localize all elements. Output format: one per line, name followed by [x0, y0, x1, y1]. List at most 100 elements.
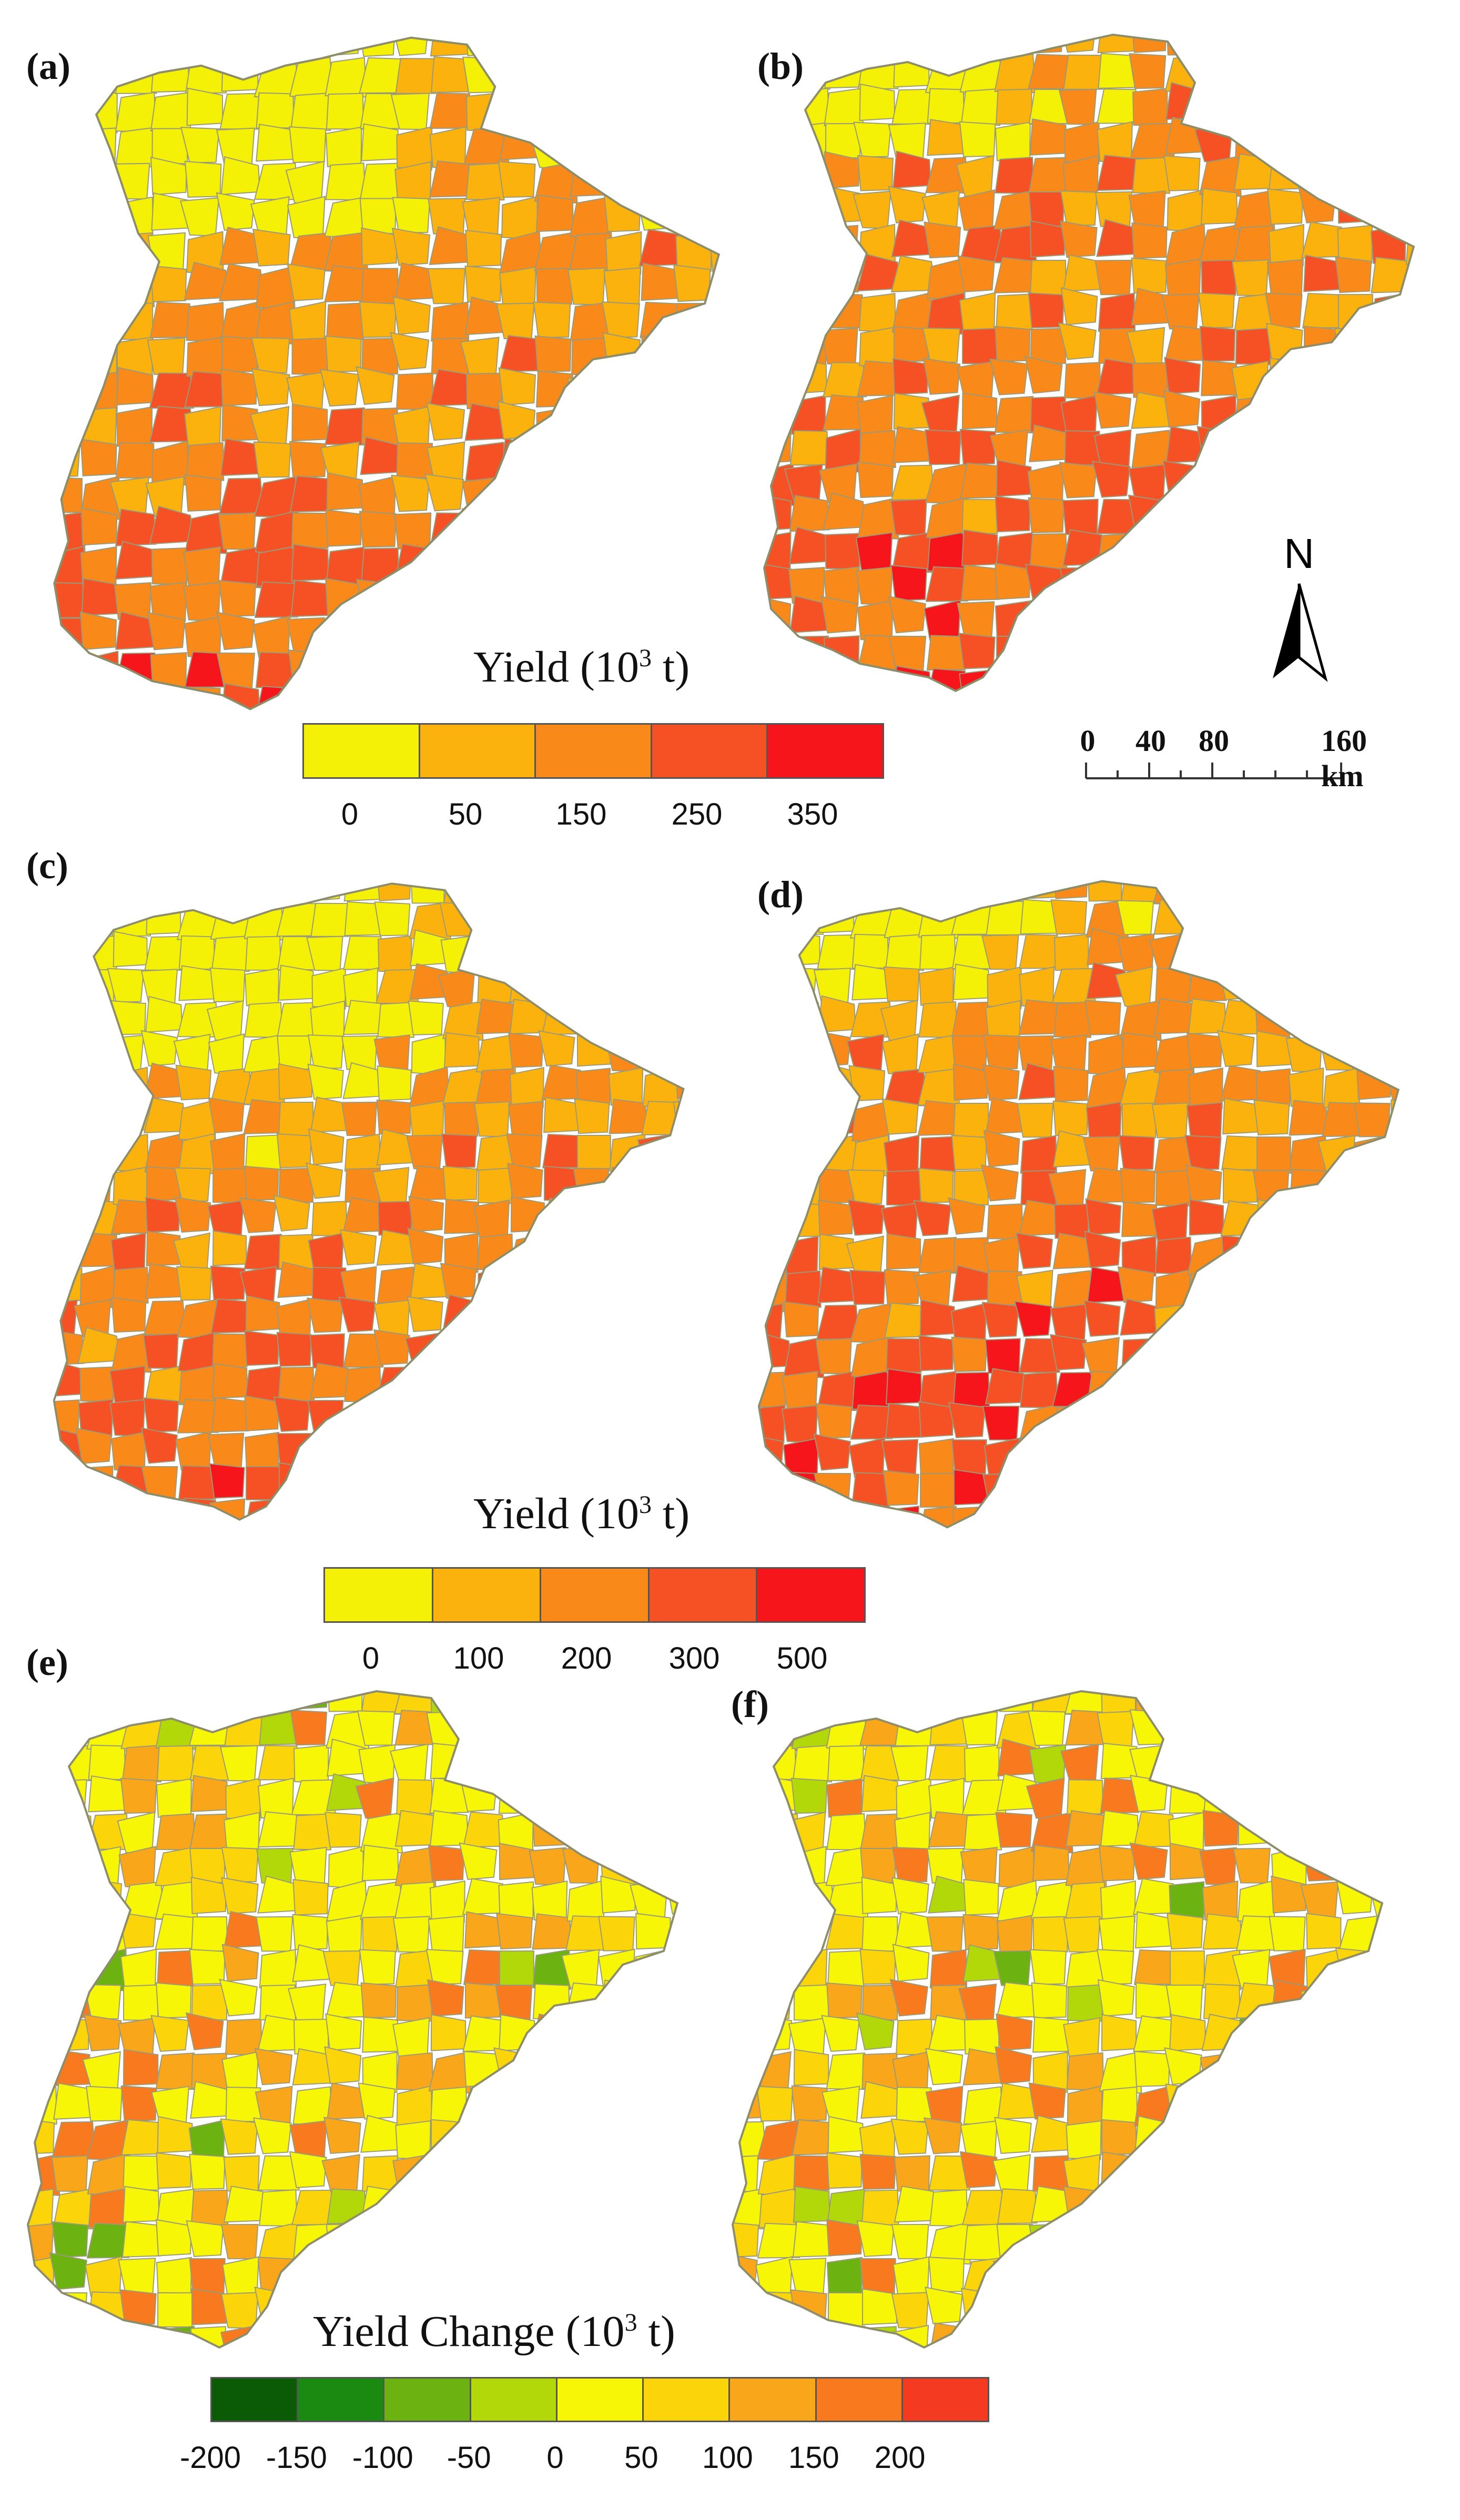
county-region: [459, 1744, 498, 1784]
county-region: [80, 507, 118, 546]
county-region: [826, 2325, 868, 2348]
county-region: [960, 462, 1002, 499]
county-region: [251, 337, 290, 374]
county-region: [185, 2012, 224, 2050]
county-region: [529, 1705, 567, 1743]
county-region: [1254, 1434, 1290, 1471]
county-region: [186, 301, 225, 342]
county-region: [1032, 1916, 1068, 1953]
county-region: [827, 1950, 865, 1987]
county-region: [498, 2154, 537, 2190]
county-region: [1029, 669, 1065, 691]
county-region: [79, 127, 117, 166]
county-region: [963, 1878, 999, 1916]
county-region: [79, 900, 116, 936]
county-region: [924, 221, 961, 259]
county-region: [708, 546, 719, 583]
county-region: [1184, 1135, 1222, 1171]
county-region: [1222, 881, 1258, 904]
county-region: [1153, 1433, 1190, 1471]
county-region: [427, 2256, 465, 2300]
county-region: [80, 301, 121, 344]
county-region: [758, 1914, 797, 1958]
county-region: [531, 57, 570, 94]
county-region: [733, 1707, 762, 1744]
county-region: [538, 1030, 575, 1067]
county-region: [509, 967, 548, 1002]
county-region: [538, 1365, 575, 1400]
county-region: [756, 2086, 794, 2122]
county-region: [54, 92, 80, 134]
county-region: [1101, 2290, 1137, 2326]
county-region: [500, 37, 538, 59]
county-region: [1188, 1504, 1227, 1528]
county-region: [782, 1405, 818, 1444]
county-region: [675, 1062, 684, 1099]
county-region: [1370, 2115, 1382, 2153]
county-region: [499, 1843, 534, 1881]
county-region: [322, 1950, 361, 1986]
county-region: [1066, 2052, 1104, 2091]
county-region: [293, 1813, 331, 1851]
county-region: [442, 1363, 483, 1399]
county-region: [189, 1813, 231, 1850]
county-region: [120, 2085, 157, 2121]
county-region: [1032, 2016, 1070, 2053]
county-region: [1067, 1984, 1103, 2022]
county-region: [564, 2121, 602, 2157]
county-region: [640, 1300, 676, 1335]
county-region: [597, 1810, 635, 1847]
county-region: [1322, 1338, 1363, 1374]
county-region: [392, 296, 431, 335]
county-region: [609, 998, 644, 1034]
county-region: [1199, 2322, 1238, 2348]
county-region: [1334, 2048, 1373, 2086]
map-panel-e: [26, 1690, 679, 2349]
county-region: [709, 367, 719, 406]
county-region: [1370, 635, 1412, 672]
county-region: [1405, 361, 1414, 397]
county-region: [1306, 1913, 1342, 1950]
county-region: [1200, 34, 1240, 58]
county-region: [673, 264, 711, 302]
county-region: [54, 366, 80, 405]
county-region: [109, 1365, 146, 1405]
county-region: [510, 1329, 546, 1366]
county-region: [884, 881, 920, 900]
county-region: [1154, 1303, 1190, 1343]
county-region: [851, 964, 890, 1001]
county-region: [641, 1264, 682, 1300]
county-region: [1189, 1302, 1224, 1338]
county-region: [1064, 121, 1100, 165]
county-region: [733, 2292, 758, 2328]
county-region: [55, 1983, 90, 2019]
county-region: [54, 37, 79, 55]
county-region: [1340, 2189, 1376, 2227]
county-region: [496, 2223, 533, 2260]
county-region: [1321, 1305, 1357, 1339]
county-region: [566, 1710, 606, 1746]
county-region: [463, 2115, 503, 2153]
county-region: [84, 2014, 122, 2051]
county-region: [1164, 567, 1201, 603]
county-region: [1019, 934, 1060, 969]
county-region: [1253, 1099, 1290, 1136]
county-region: [1100, 1810, 1140, 1847]
county-region: [500, 686, 542, 709]
county-region: [792, 1744, 833, 1783]
county-region: [508, 1431, 544, 1473]
county-region: [1197, 567, 1235, 604]
county-region: [675, 511, 715, 548]
county-region: [916, 881, 953, 899]
county-region: [1288, 1439, 1324, 1476]
county-region: [146, 883, 181, 906]
county-region: [257, 1811, 301, 1848]
legend-yield-change-swatch-5: [644, 2379, 731, 2421]
county-region: [430, 2086, 468, 2125]
county-region: [1052, 881, 1088, 899]
county-region: [273, 1396, 311, 1432]
county-region: [1304, 2155, 1346, 2192]
county-region: [1323, 995, 1359, 1033]
county-region: [605, 547, 646, 585]
county-region: [996, 2013, 1033, 2051]
